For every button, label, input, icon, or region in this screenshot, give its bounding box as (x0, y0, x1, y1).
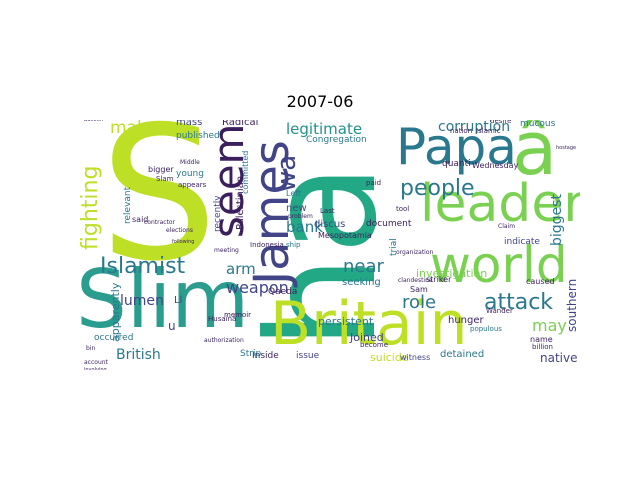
word-islamic: Islamic (476, 127, 501, 135)
chart-title: 2007-06 (286, 92, 354, 111)
word-wander: Wander (486, 307, 513, 315)
word-cloud: S ha Slim Britain Papa â leader world Ja… (80, 120, 580, 370)
word-organization: organization (396, 249, 434, 256)
word-role: role (402, 292, 437, 313)
word-lumen: lumen (120, 293, 164, 309)
word-biggest: biggest (549, 194, 565, 246)
word-suicide: suicide (370, 351, 409, 364)
word-become: become (360, 341, 389, 349)
word-appears: appears (178, 181, 207, 189)
word-meeting: meeting (214, 247, 239, 254)
word-wa: wa (272, 154, 302, 192)
word-paid: paid (366, 179, 382, 187)
word-papa: Papa (396, 120, 517, 176)
word-strip: Strip (240, 349, 262, 359)
word-qaeda: Qaeda (268, 287, 298, 297)
word-claim: Claim (498, 223, 516, 230)
word-discus: discus (314, 219, 346, 230)
word-witness: witness (400, 353, 431, 362)
word-hunger: hunger (448, 315, 484, 326)
word-ll: Ll (174, 295, 183, 306)
word-radical: Radical (222, 120, 259, 128)
word-young: young (176, 169, 204, 179)
word-striker: striker (426, 275, 452, 284)
word-mucous: mucous (520, 120, 556, 129)
word-maker: maker (110, 120, 164, 138)
word-caused: caused (526, 277, 555, 286)
word-wednesday: Wednesday (472, 161, 519, 170)
word-involving: involving (84, 367, 107, 371)
word-u: u (168, 319, 176, 333)
word-hostage: hostage (556, 145, 577, 151)
word-said: said (132, 215, 149, 224)
word-world: world (430, 236, 568, 294)
word-native: native (540, 351, 578, 365)
word-bin: bin (86, 345, 96, 352)
word-document: document (366, 219, 412, 229)
word-s: S (100, 120, 218, 302)
word-published: published (176, 131, 220, 141)
word-sam: Sam (410, 285, 428, 294)
word-persistent: persistent (318, 315, 374, 328)
word-name: name (530, 335, 553, 344)
word-occurred: occurred (94, 333, 134, 343)
word-inside: Inside (252, 351, 279, 361)
word-populous: populous (470, 325, 502, 333)
word-nation: nation (450, 127, 473, 135)
word-mesopotamia: Mesopotamia (318, 231, 372, 240)
word-near: near (343, 256, 384, 277)
word-contractor: contractor (144, 219, 176, 226)
word-weapon: weapon (226, 278, 289, 297)
word-elections: elections (166, 227, 193, 234)
word-memoir: memoir (224, 311, 252, 319)
word-clandestine: clandestine (398, 277, 433, 284)
word-attack: attack (484, 290, 554, 315)
word-seeking: seeking (342, 277, 381, 288)
word-indonesia: Indonesia (250, 241, 284, 249)
word-committed: committed (241, 150, 250, 194)
word-leader: leader (420, 174, 580, 234)
word-a-hat: â (512, 120, 558, 192)
word-quanti: quanti (442, 159, 471, 169)
word-may: may (532, 316, 567, 335)
word-left: Left (286, 189, 302, 198)
word-billion: billion (532, 343, 553, 351)
word-slam: Slam (156, 175, 174, 183)
word-middle: Middle (180, 159, 200, 166)
word-fighting: fighting (80, 165, 103, 250)
word-account: account (84, 359, 108, 366)
word-southern: southern (565, 278, 579, 332)
word-tool: tool (396, 205, 410, 213)
word-following: following (172, 239, 195, 245)
word-congregation: Congregation (306, 135, 367, 145)
word-corruption: corruption (438, 120, 511, 135)
word-problem: problem (288, 213, 313, 220)
word-british: British (116, 347, 161, 363)
word-husaini: Husainâ (208, 315, 237, 323)
word-indicate: indicate (504, 237, 540, 247)
word-detained: detained (440, 349, 485, 360)
word-islamist: Islamist (100, 254, 186, 279)
word-new: new (286, 203, 307, 214)
word-britain: Britain (270, 289, 468, 359)
word-desire: desire (490, 120, 512, 125)
word-slim: Slim (80, 253, 250, 346)
word-bank: bank (286, 218, 323, 236)
word-recently: recently (213, 195, 223, 232)
word-mass: mass (176, 120, 203, 128)
word-bigger: bigger (148, 165, 174, 174)
word-last: Last (320, 207, 335, 215)
word-ship: ship (286, 241, 301, 249)
word-investigation: investigation (416, 267, 488, 280)
word-bulletin: Bulletin (84, 120, 103, 123)
word-authorization: authorization (204, 337, 244, 344)
word-people: people (400, 176, 475, 201)
word-arm: arm (226, 260, 256, 278)
word-issue: issue (296, 351, 320, 361)
word-legitimate: legitimate (286, 120, 363, 138)
word-joined: Joined (350, 331, 384, 344)
